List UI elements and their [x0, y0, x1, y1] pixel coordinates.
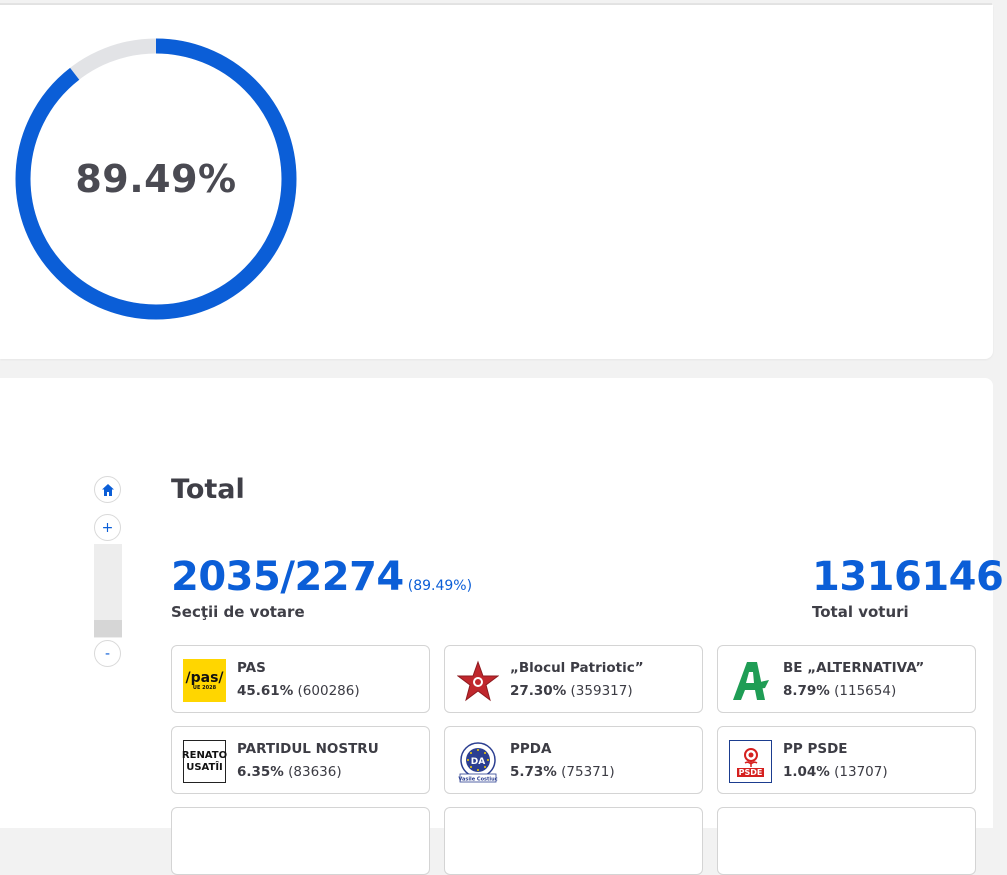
home-button[interactable] [94, 476, 121, 503]
party-card-partidul-nostru[interactable]: RENATO USATÎI PARTIDUL NOSTRU 6.35% (836… [171, 726, 430, 794]
party-card[interactable] [717, 807, 976, 875]
zoom-slider-thumb[interactable] [94, 620, 122, 637]
zoom-slider-track[interactable] [94, 544, 122, 638]
zoom-out-button[interactable]: - [94, 640, 121, 667]
total-votes: 1316146 [812, 554, 1004, 600]
red-star-logo [456, 659, 499, 702]
progress-card: 89.49% [0, 5, 993, 359]
party-name: PPDA [510, 741, 552, 757]
top-divider [0, 3, 992, 5]
sections-stat: 2035/2274 (89.49%) Secţii de votare [171, 553, 472, 621]
party-card-alternativa[interactable]: BE „ALTERNATIVA” 8.79% (115654) [717, 645, 976, 713]
sections-count: 2035/2274 [171, 554, 404, 600]
ppda-seal-logo: DA Vasile Costiuc [456, 740, 499, 783]
party-card-psde[interactable]: PSDE PP PSDE 1.04% (13707) [717, 726, 976, 794]
party-card[interactable] [171, 807, 430, 875]
zoom-in-button[interactable]: + [94, 514, 121, 541]
party-result: 45.61% (600286) [237, 683, 360, 699]
sections-label: Secţii de votare [171, 603, 305, 621]
progress-percent: 89.49% [75, 157, 237, 201]
party-card[interactable] [444, 807, 703, 875]
party-result: 1.04% (13707) [783, 764, 888, 780]
party-name: PARTIDUL NOSTRU [237, 741, 379, 757]
party-card-blocul-patriotic[interactable]: „Blocul Patriotic” 27.30% (359317) [444, 645, 703, 713]
party-result: 8.79% (115654) [783, 683, 897, 699]
party-name: „Blocul Patriotic” [510, 660, 644, 676]
donut-fill [15, 38, 297, 320]
renato-usatii-logo: RENATO USATÎI [182, 740, 227, 783]
results-title: Total [171, 474, 245, 505]
green-a-logo [729, 659, 772, 702]
sections-percent: (89.49%) [407, 578, 473, 594]
party-result: 6.35% (83636) [237, 764, 342, 780]
pas-logo: /pas/ UE 2028 [183, 659, 226, 702]
party-card-ppda[interactable]: DA Vasile Costiuc PPDA 5.73% (75371) [444, 726, 703, 794]
party-name: PP PSDE [783, 741, 848, 757]
total-votes-label: Total voturi [812, 603, 909, 621]
party-result: 27.30% (359317) [510, 683, 633, 699]
svg-text:DA: DA [470, 757, 484, 767]
votes-stat: 1316146 Total voturi [812, 553, 1004, 621]
progress-donut: 89.49% [14, 37, 298, 321]
svg-text:Vasile Costiuc: Vasile Costiuc [458, 776, 497, 782]
party-name: PAS [237, 660, 266, 676]
party-card-pas[interactable]: /pas/ UE 2028 PAS 45.61% (600286) [171, 645, 430, 713]
party-name: BE „ALTERNATIVA” [783, 660, 925, 676]
psde-rose-logo: PSDE [729, 740, 772, 783]
party-result: 5.73% (75371) [510, 764, 615, 780]
home-icon [101, 483, 114, 496]
